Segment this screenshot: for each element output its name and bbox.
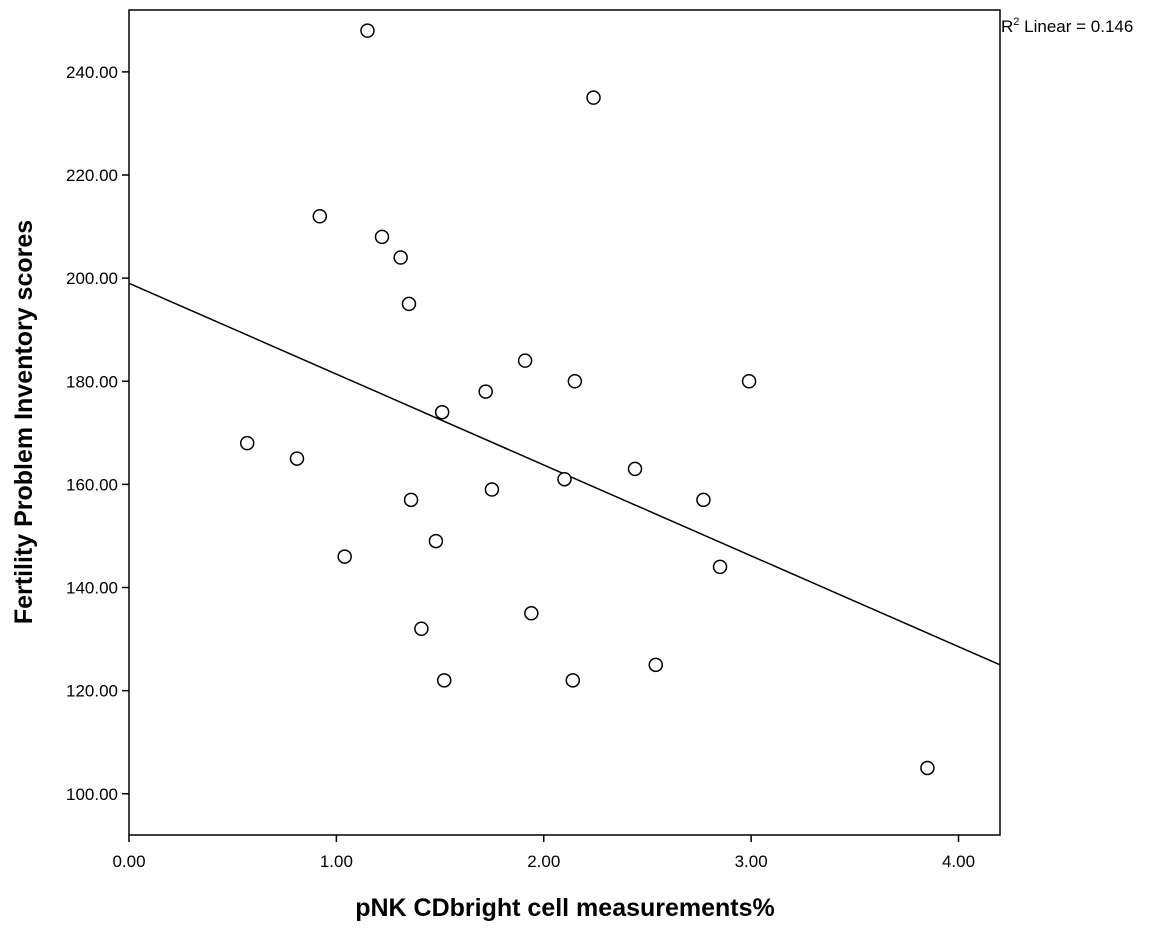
y-tick-label: 100.00: [66, 785, 118, 804]
x-tick-label: 1.00: [320, 852, 353, 871]
y-tick-label: 180.00: [66, 372, 118, 391]
x-tick-label: 3.00: [735, 852, 768, 871]
data-point: [239, 435, 255, 451]
x-axis-title: pNK CDbright cell measurements%: [355, 894, 775, 922]
data-point: [517, 353, 533, 368]
data-point: [565, 673, 581, 688]
data-point: [414, 621, 429, 636]
data-point: [627, 461, 643, 477]
data-point: [478, 384, 493, 399]
x-tick-label: 4.00: [942, 852, 975, 871]
y-tick-label: 120.00: [66, 682, 118, 701]
data-point: [524, 606, 539, 621]
x-axis: 0.00 1.00 2.00 3.00 4.00: [112, 835, 975, 871]
y-tick-label: 200.00: [66, 269, 118, 288]
data-point: [712, 559, 728, 575]
y-axis-title: Fertility Problem Inventory scores: [10, 220, 38, 624]
data-point: [393, 250, 408, 265]
data-point: [557, 471, 572, 487]
data-points: [239, 23, 935, 776]
data-point: [434, 404, 450, 420]
data-point: [289, 451, 305, 466]
plot-frame: [128, 9, 1001, 836]
data-point: [920, 760, 935, 776]
data-point: [360, 23, 375, 38]
data-point: [401, 296, 417, 312]
data-point: [403, 492, 419, 508]
data-point: [696, 492, 711, 508]
data-point: [741, 374, 757, 389]
data-point: [436, 673, 452, 688]
data-point: [312, 209, 328, 224]
data-point: [648, 657, 663, 673]
y-tick-label: 240.00: [66, 63, 118, 82]
y-axis: 100.00 120.00 140.00 160.00 180.00 200.00 220.…: [66, 63, 129, 804]
data-point: [586, 90, 601, 105]
data-point: [374, 229, 390, 245]
data-point: [484, 482, 500, 497]
r-squared-label: R2 Linear = 0.146: [1001, 16, 1133, 36]
x-tick-label: 2.00: [527, 852, 560, 871]
data-point: [428, 533, 444, 549]
data-point: [337, 549, 352, 564]
x-tick-label: 0.00: [112, 852, 145, 871]
y-tick-label: 220.00: [66, 166, 118, 185]
data-point: [567, 374, 583, 389]
y-tick-label: 160.00: [66, 475, 118, 494]
y-tick-label: 140.00: [66, 579, 118, 598]
